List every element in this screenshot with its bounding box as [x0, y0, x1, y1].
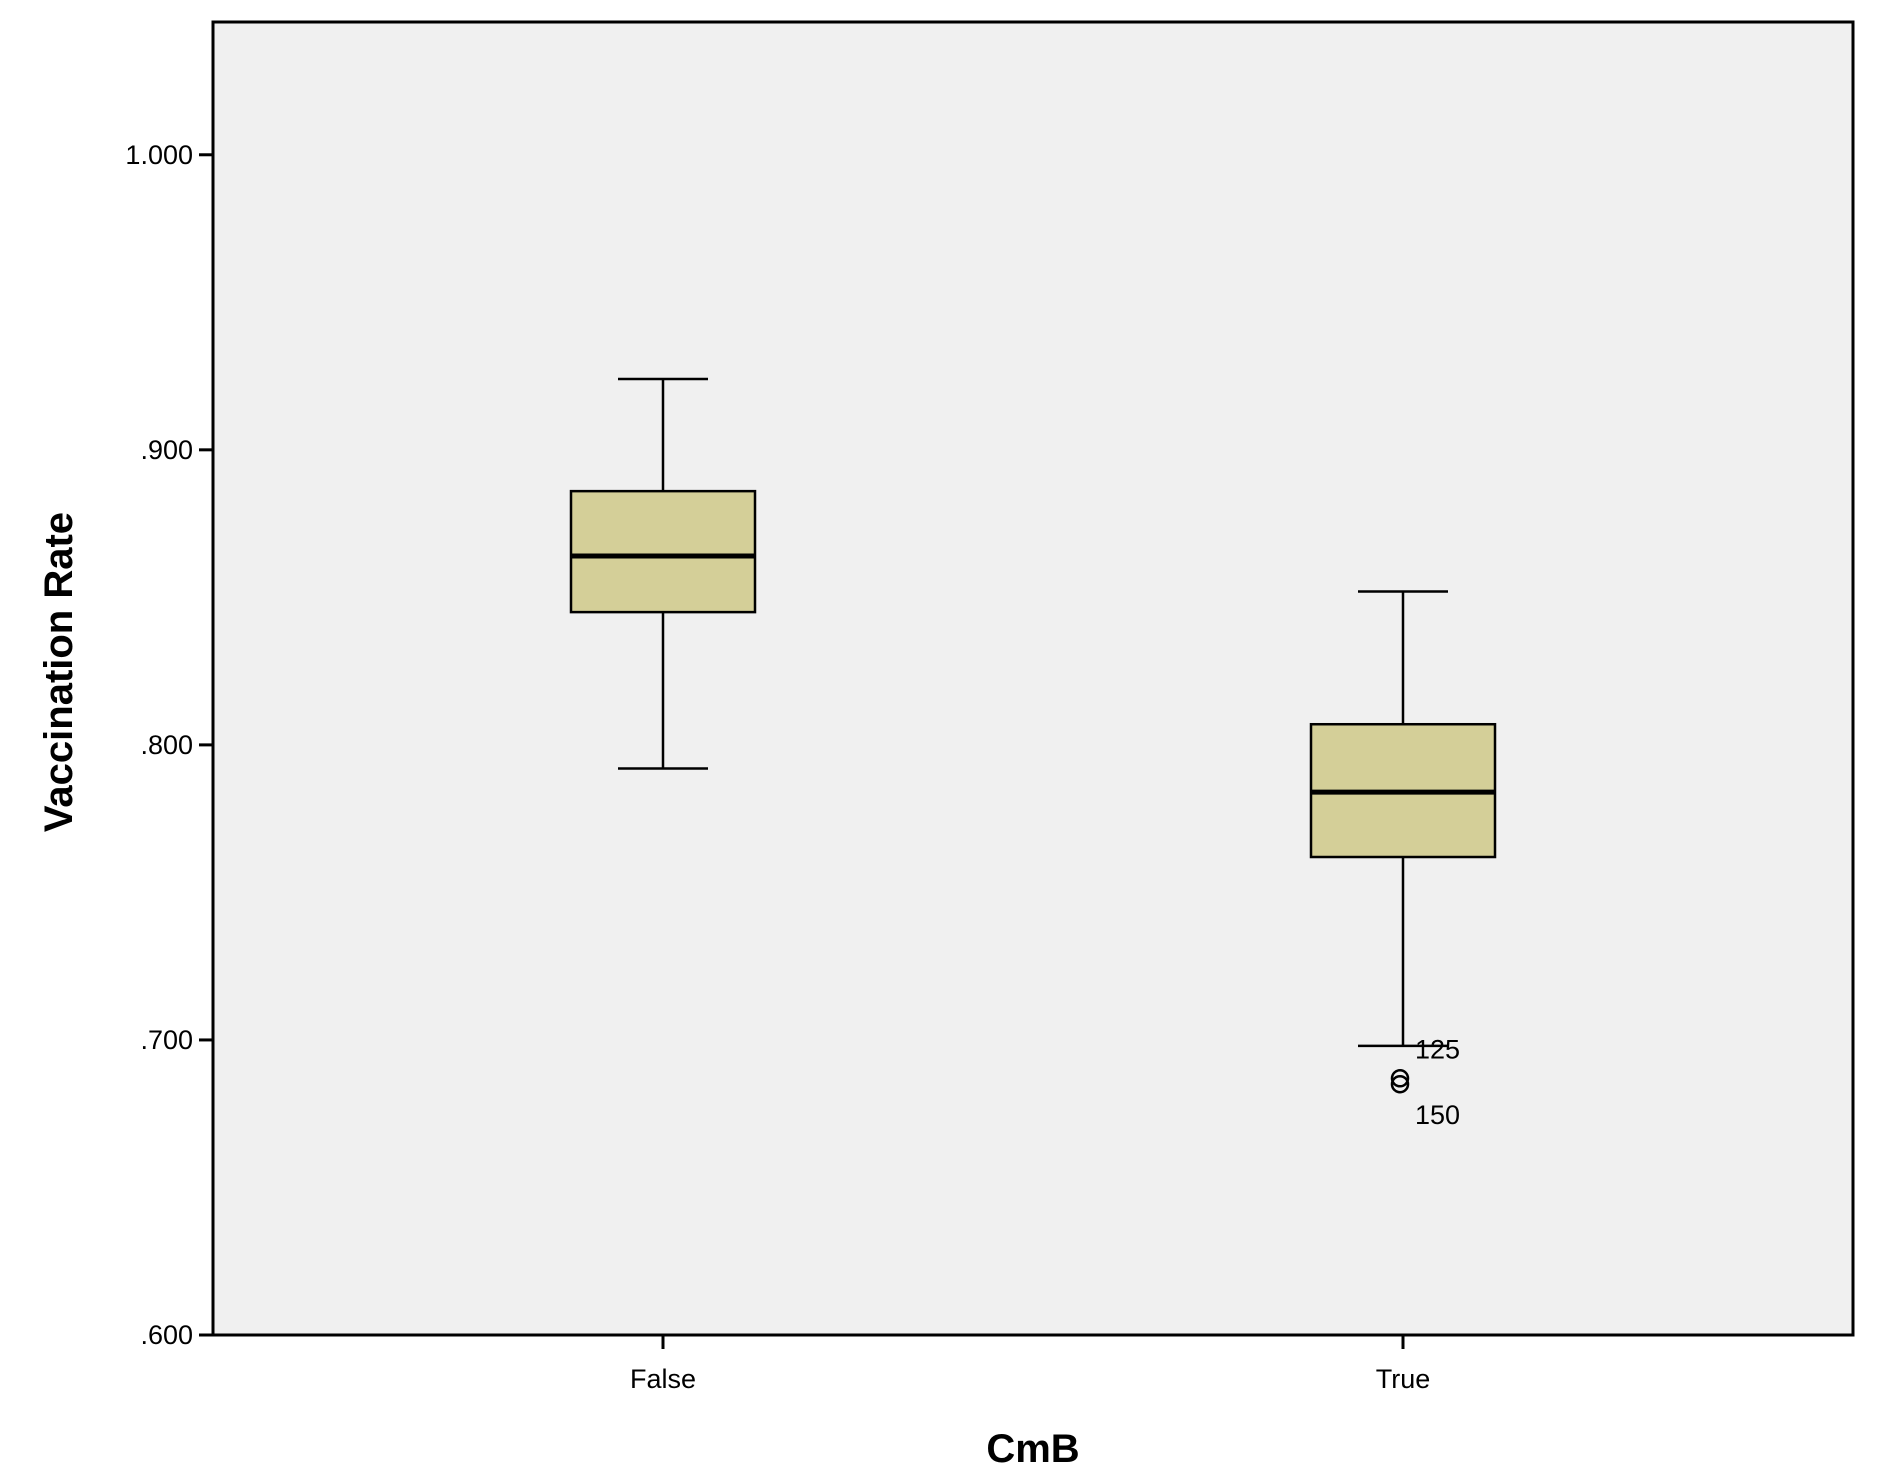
y-axis-title: Vaccination Rate	[37, 512, 81, 832]
x-axis: False True	[630, 1335, 1430, 1394]
box-true: 125 150	[1309, 590, 1497, 1130]
x-axis-title: CmB	[986, 1427, 1079, 1471]
y-tick-label: .900	[140, 435, 193, 465]
iqr-box	[569, 489, 757, 614]
y-tick-label: .600	[140, 1320, 193, 1350]
outlier-label: 150	[1415, 1100, 1460, 1130]
x-tick-label: False	[630, 1364, 696, 1394]
outlier-label: 125	[1415, 1034, 1460, 1064]
x-tick-label: True	[1376, 1364, 1431, 1394]
y-axis: 1.000 .900 .800 .700 .600	[125, 140, 213, 1350]
y-tick-label: .800	[140, 730, 193, 760]
plot-area	[211, 20, 1855, 1337]
outlier-point	[1390, 1074, 1410, 1094]
y-tick-label: .700	[140, 1025, 193, 1055]
box-false	[569, 377, 757, 770]
outlier-point	[1390, 1069, 1410, 1088]
box-series: 125 150	[569, 377, 1497, 1130]
y-tick-label: 1.000	[125, 140, 193, 170]
